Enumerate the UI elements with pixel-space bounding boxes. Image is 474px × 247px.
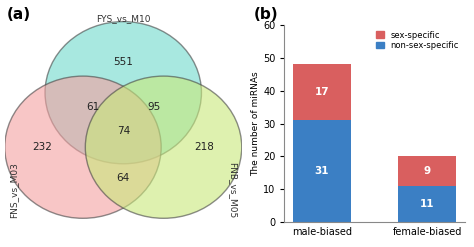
Text: 232: 232 [33,142,53,152]
Text: FYS_vs_M10: FYS_vs_M10 [96,15,150,23]
Ellipse shape [45,21,201,164]
Text: 61: 61 [86,102,99,112]
Bar [398,186,456,222]
Text: 95: 95 [147,102,161,112]
Text: (b): (b) [254,7,278,22]
Text: 31: 31 [314,166,329,176]
Bar [398,156,456,186]
Text: FNB_vs_M05: FNB_vs_M05 [228,162,237,218]
Ellipse shape [5,76,161,218]
Text: 74: 74 [117,126,130,136]
Bar [292,64,351,120]
Text: FNS_vs_M03: FNS_vs_M03 [10,162,18,218]
Text: 551: 551 [113,57,133,67]
Text: 218: 218 [194,142,214,152]
Text: 64: 64 [117,173,130,183]
Text: 17: 17 [314,87,329,97]
Y-axis label: The number of miRNAs: The number of miRNAs [251,71,260,176]
Text: (a): (a) [7,7,31,22]
Text: 11: 11 [420,199,435,209]
Ellipse shape [85,76,242,218]
Bar [292,120,351,222]
Text: 9: 9 [424,166,431,176]
Legend: sex-specific, non-sex-specific: sex-specific, non-sex-specific [374,29,460,52]
